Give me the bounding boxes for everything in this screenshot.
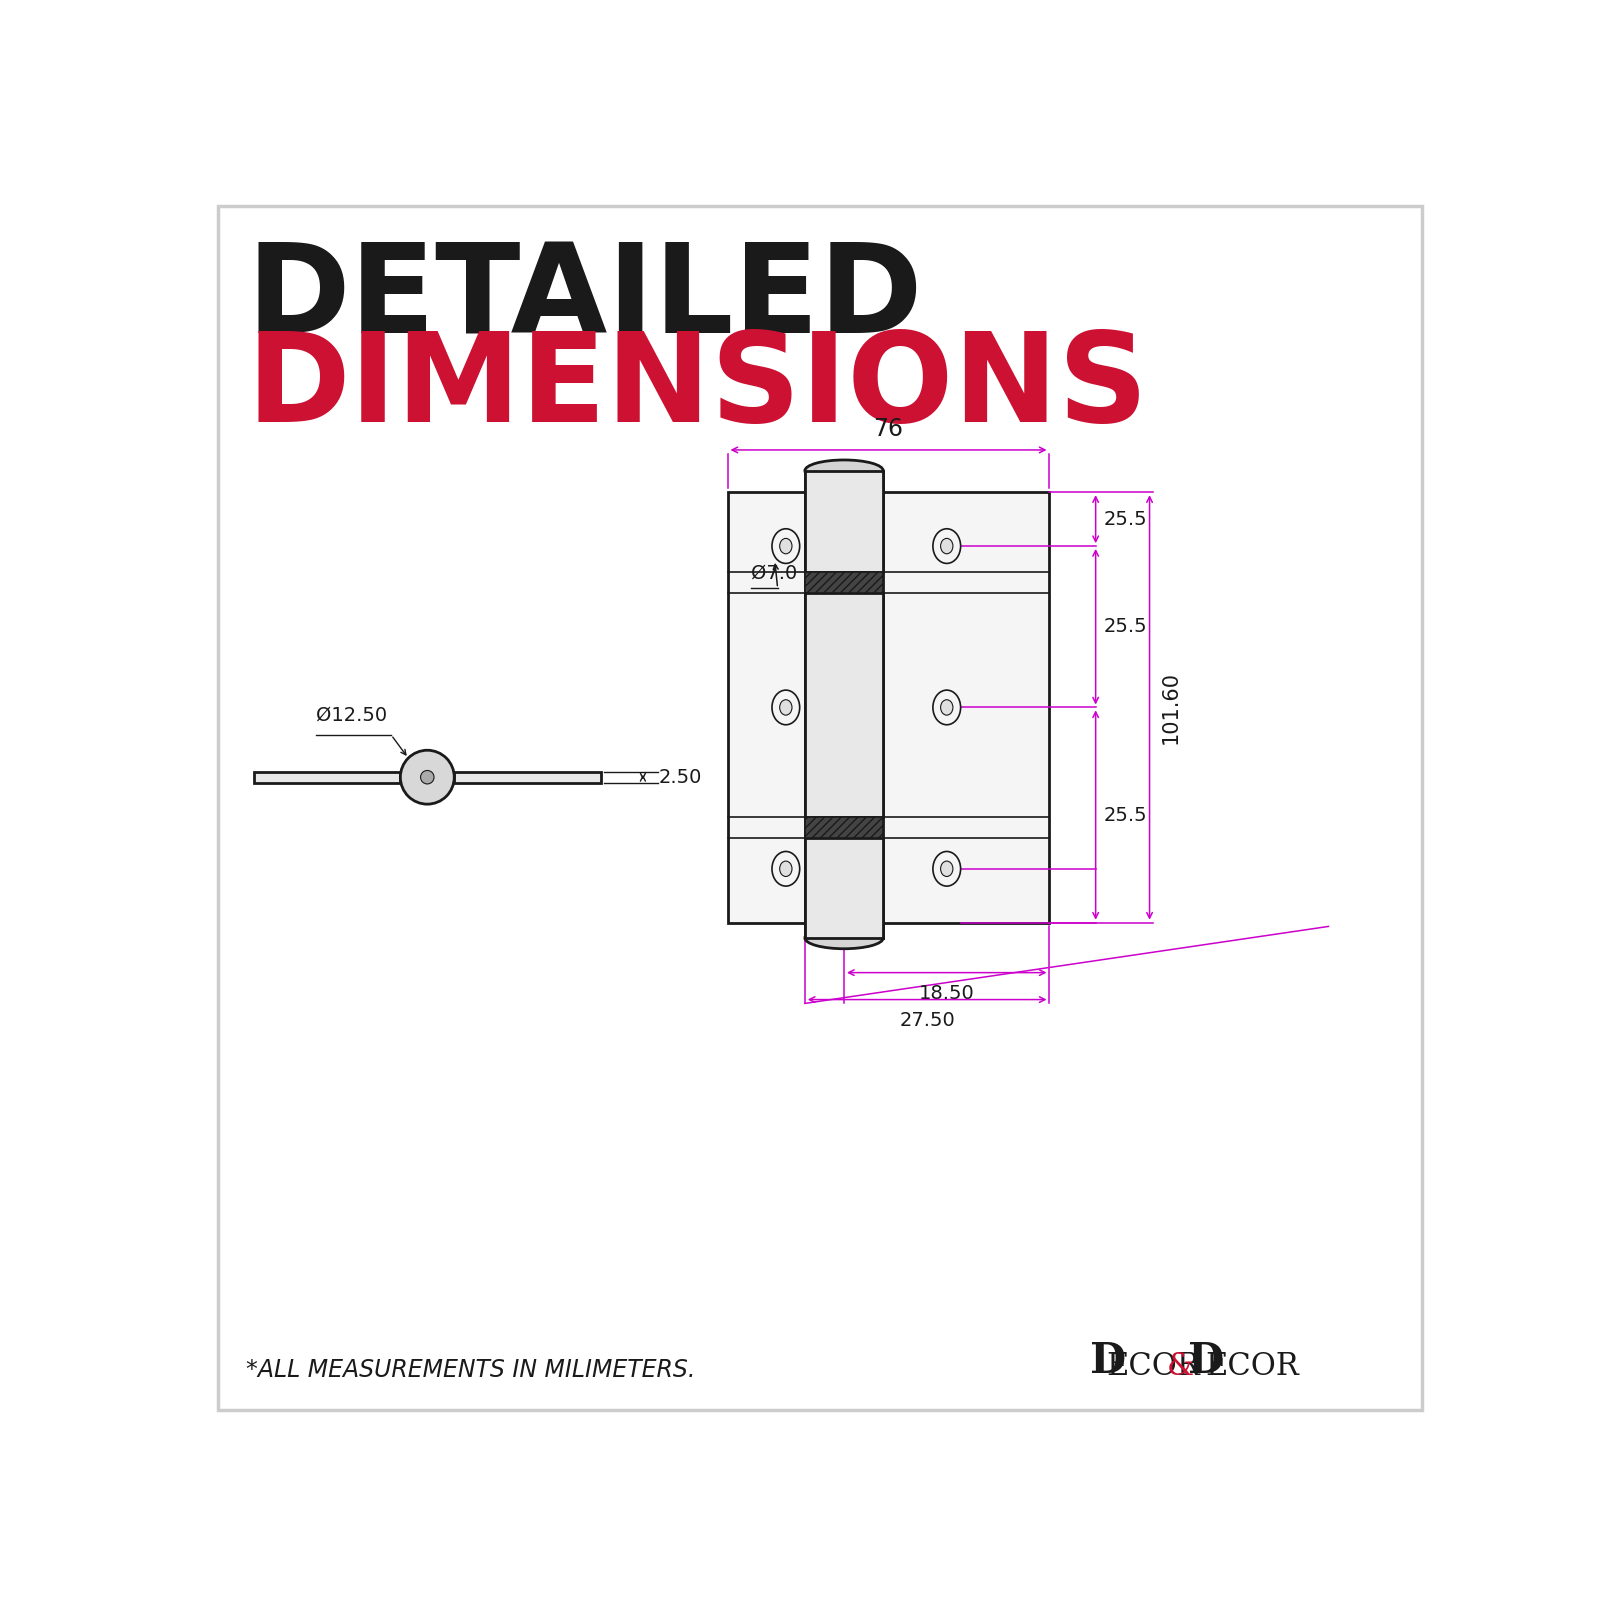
Bar: [805, 592, 883, 818]
Text: *ALL MEASUREMENTS IN MILIMETERS.: *ALL MEASUREMENTS IN MILIMETERS.: [246, 1358, 696, 1382]
Text: Ø7.0: Ø7.0: [750, 563, 797, 582]
Ellipse shape: [805, 928, 883, 949]
Text: ECOR: ECOR: [1205, 1350, 1299, 1382]
Circle shape: [400, 750, 454, 805]
Bar: [728, 493, 845, 923]
Text: 25.5: 25.5: [1104, 618, 1147, 637]
Bar: [805, 470, 883, 938]
Text: D: D: [1090, 1339, 1126, 1382]
Text: &: &: [1166, 1350, 1194, 1382]
Text: ECOR: ECOR: [1107, 1350, 1200, 1382]
Ellipse shape: [941, 861, 954, 877]
Text: 101.60: 101.60: [1160, 670, 1181, 744]
Text: D: D: [1189, 1339, 1224, 1382]
Ellipse shape: [933, 690, 960, 725]
Bar: [805, 470, 883, 571]
Bar: [805, 838, 883, 938]
Text: DIMENSIONS: DIMENSIONS: [246, 326, 1149, 448]
Text: 18.50: 18.50: [918, 984, 974, 1003]
Bar: [728, 493, 1050, 923]
Ellipse shape: [941, 538, 954, 554]
Text: 25.5: 25.5: [1104, 805, 1147, 824]
Ellipse shape: [779, 538, 792, 554]
Text: 25.5: 25.5: [1104, 510, 1147, 528]
Ellipse shape: [771, 851, 800, 886]
Text: 76: 76: [874, 416, 904, 440]
Bar: [454, 771, 600, 782]
Ellipse shape: [771, 528, 800, 563]
Bar: [845, 493, 1050, 923]
Bar: [805, 818, 883, 838]
Ellipse shape: [771, 690, 800, 725]
Text: DETAILED: DETAILED: [246, 238, 923, 360]
Bar: [805, 571, 883, 592]
Ellipse shape: [779, 861, 792, 877]
Bar: [254, 771, 400, 782]
Ellipse shape: [933, 851, 960, 886]
Ellipse shape: [933, 528, 960, 563]
Text: Ø12.50: Ø12.50: [315, 706, 387, 725]
Circle shape: [421, 771, 434, 784]
Text: 2.50: 2.50: [658, 768, 702, 787]
Ellipse shape: [779, 699, 792, 715]
Ellipse shape: [941, 699, 954, 715]
Ellipse shape: [805, 459, 883, 482]
Text: 27.50: 27.50: [899, 1011, 955, 1030]
